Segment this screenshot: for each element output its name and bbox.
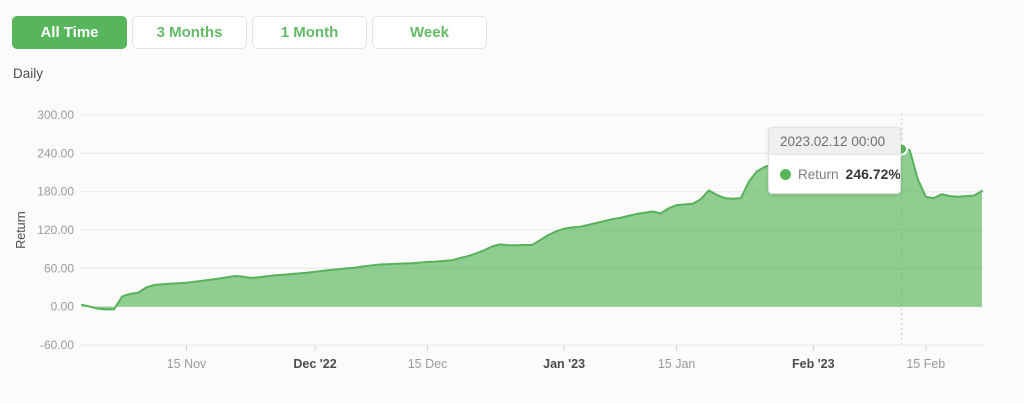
y-tick-label: 60.00 [44,261,74,275]
y-tick-label: 240.00 [37,146,74,160]
tooltip-date: 2023.02.12 00:00 [769,128,900,155]
x-tick-label: 15 Jan [658,357,696,371]
y-tick-label: 180.00 [37,185,74,199]
x-tick-label: 15 Nov [167,357,207,371]
chart-tooltip: 2023.02.12 00:00 Return 246.72% [768,127,901,194]
x-tick-label: Jan '23 [543,357,585,371]
y-tick-label: 0.00 [51,300,75,314]
x-tick-label: Dec '22 [293,357,336,371]
time-range-toolbar: All Time 3 Months 1 Month Week [12,16,487,49]
tooltip-body: Return 246.72% [769,155,900,193]
x-tick-label: Feb '23 [792,357,835,371]
time-range-button-3-months[interactable]: 3 Months [132,16,247,49]
y-tick-label: -60.00 [40,338,74,352]
time-range-button-1-month[interactable]: 1 Month [252,16,367,49]
time-range-button-week[interactable]: Week [372,16,487,49]
time-range-button-all-time[interactable]: All Time [12,16,127,49]
x-tick-label: 15 Feb [906,357,945,371]
return-area-fill [82,149,982,310]
y-tick-label: 120.00 [37,223,74,237]
frequency-label: Daily [13,66,44,81]
y-tick-label: 300.00 [37,108,74,122]
tooltip-series-label: Return [798,166,839,182]
tooltip-value: 246.72% [845,166,901,182]
return-series-dot-icon [780,168,791,180]
y-axis-title: Return [14,211,28,249]
x-tick-label: 15 Dec [408,357,448,371]
